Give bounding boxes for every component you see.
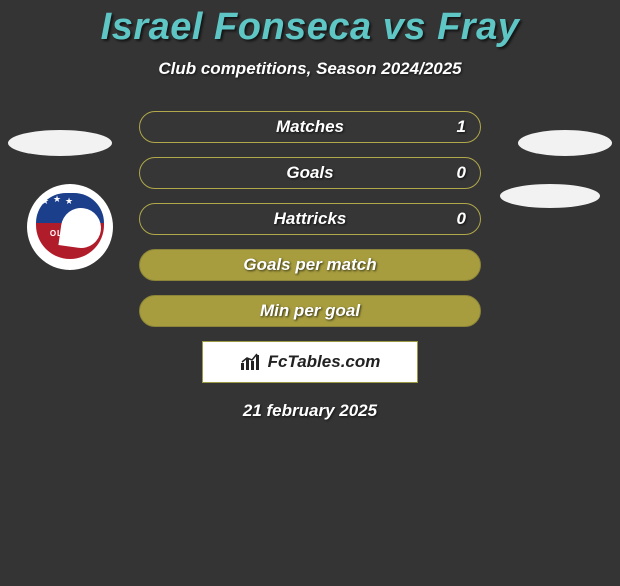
- stat-row-matches: Matches 1: [139, 111, 481, 143]
- stat-value: 0: [457, 204, 466, 234]
- player-left-photo-placeholder: [8, 130, 112, 156]
- stat-label: Goals: [140, 158, 480, 188]
- page-title: Israel Fonseca vs Fray: [0, 6, 620, 49]
- brand-text: FcTables.com: [268, 352, 381, 372]
- stat-value: 0: [457, 158, 466, 188]
- date-text: 21 february 2025: [0, 401, 620, 421]
- stat-label: Hattricks: [140, 204, 480, 234]
- stat-label: Goals per match: [140, 250, 480, 280]
- stat-label: Matches: [140, 112, 480, 142]
- bar-chart-icon: [240, 353, 262, 371]
- stat-label: Min per goal: [140, 296, 480, 326]
- club-right-badge-placeholder: [500, 184, 600, 208]
- club-badge-text: OLIMPIA: [27, 229, 113, 238]
- player-right-photo-placeholder: [518, 130, 612, 156]
- subtitle: Club competitions, Season 2024/2025: [0, 59, 620, 79]
- stat-row-min-per-goal: Min per goal: [139, 295, 481, 327]
- stat-row-hattricks: Hattricks 0: [139, 203, 481, 235]
- olimpia-badge: ★ ★ ★ OLIMPIA: [27, 184, 113, 270]
- stat-row-goals-per-match: Goals per match: [139, 249, 481, 281]
- stat-value: 1: [457, 112, 466, 142]
- brand-box: FcTables.com: [202, 341, 418, 383]
- stat-row-goals: Goals 0: [139, 157, 481, 189]
